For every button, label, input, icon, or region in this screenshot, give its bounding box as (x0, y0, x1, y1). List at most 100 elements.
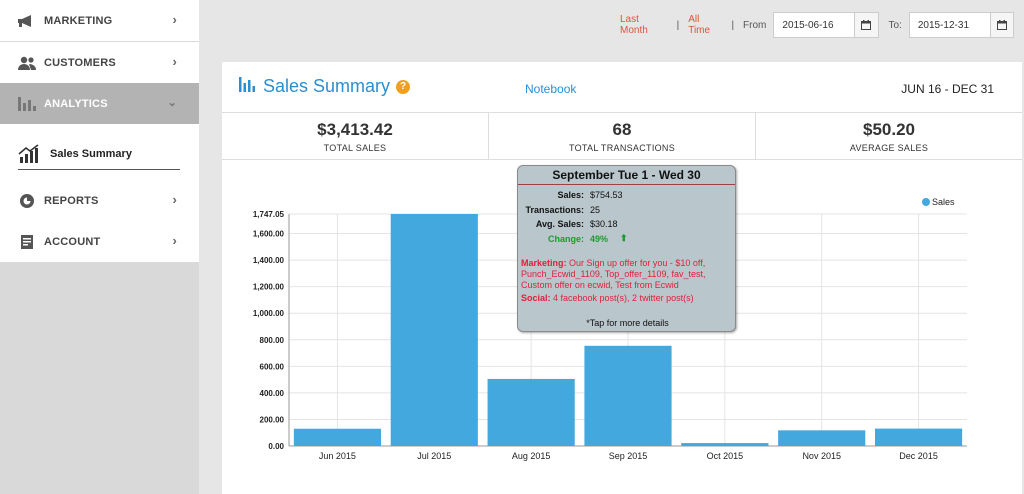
x-tick-label: Nov 2015 (802, 451, 841, 461)
tooltip-key: Avg. Sales: (535, 219, 584, 230)
nav-reports-label: REPORTS (44, 194, 99, 207)
tooltip-row-change: Change: 49% ⬆ (518, 232, 735, 247)
x-tick-label: Dec 2015 (899, 451, 938, 461)
y-tick-label: 200.00 (260, 415, 285, 424)
card-header: Sales Summary ? Notebook JUN 16 - DEC 31 (222, 62, 1022, 112)
y-tick-label: 600.00 (260, 362, 285, 371)
legend-swatch (922, 198, 930, 206)
bar-jun-2015[interactable] (293, 428, 382, 446)
sales-bar-chart: 0.00 200.00 400.00 600.00 800.00 1,000.00 1,20… (253, 197, 967, 461)
nav-analytics[interactable]: ANALYTICS ⌄ (0, 83, 199, 124)
subnav-sales-summary[interactable]: Sales Summary (18, 138, 180, 170)
bar-aug-2015[interactable] (487, 378, 575, 446)
users-icon (16, 55, 38, 71)
nav-marketing-label: MARKETING (44, 14, 113, 27)
tooltip-rows: Sales: $754.53 Transactions: 25 Avg. Sal… (518, 188, 735, 246)
tooltip-value: $754.53 (590, 190, 623, 201)
chevron-right-icon: › (172, 233, 177, 248)
megaphone-icon (16, 13, 38, 29)
tooltip-social: Social: 4 facebook post(s), 2 twitter po… (521, 293, 732, 303)
y-tick-label: 1,000.00 (253, 309, 285, 318)
stat-value: 68 (612, 120, 632, 139)
tooltip-row-avg-sales: Avg. Sales: $30.18 (518, 217, 735, 232)
trend-chart-icon (18, 143, 42, 164)
stat-value: $50.20 (863, 120, 915, 139)
y-tick-label: 1,747.05 (253, 210, 285, 219)
calendar-icon (861, 20, 872, 30)
to-label: To: (888, 19, 902, 31)
y-tick-label: 1,600.00 (253, 230, 285, 239)
x-tick-label: Jun 2015 (319, 451, 356, 461)
stat-label: TOTAL TRANSACTIONS (568, 143, 676, 153)
x-tick-label: Sep 2015 (609, 451, 648, 461)
tooltip-value: $30.18 (590, 219, 618, 230)
y-tick-label: 1,200.00 (253, 283, 285, 292)
chevron-right-icon: › (172, 192, 177, 207)
sidebar: MARKETING › CUSTOMERS › ANALYTICS ⌄ Sale… (0, 0, 199, 494)
notebook-link[interactable]: Notebook (525, 82, 577, 96)
stat-average-sales: $50.20 AVERAGE SALES (756, 113, 1022, 159)
card-title-wrap: Sales Summary ? (239, 76, 411, 97)
date-range: JUN 16 - DEC 31 (901, 82, 994, 96)
calendar-icon (996, 20, 1007, 30)
tooltip-key: Change: (548, 233, 584, 244)
tooltip-value: 25 (590, 204, 601, 215)
stat-label: AVERAGE SALES (849, 143, 929, 153)
stat-value: $3,413.42 (317, 120, 393, 139)
bar-nov-2015[interactable] (778, 430, 866, 446)
x-tick-label: Jul 2015 (417, 451, 451, 461)
x-tick-label: Aug 2015 (512, 451, 551, 461)
tooltip-title: September Tue 1 - Wed 30 (518, 166, 735, 185)
y-tick-label: 1,400.00 (253, 256, 285, 265)
all-time-link[interactable]: All Time (688, 14, 711, 36)
legend-label: Sales (932, 197, 955, 207)
to-calendar-button[interactable] (990, 12, 1014, 38)
date-filter-bar: Last Month | All Time | From To: (620, 11, 1024, 39)
filter-separator: | (731, 19, 735, 31)
chevron-right-icon: › (172, 54, 177, 69)
analytics-subnav: Sales Summary (0, 124, 199, 179)
nav-customers-label: CUSTOMERS (44, 56, 116, 69)
arrow-up-icon: ⬆ (620, 233, 628, 244)
subnav-sales-summary-label: Sales Summary (50, 147, 132, 160)
filter-separator: | (676, 19, 680, 31)
tooltip-key: Transactions: (525, 204, 584, 215)
to-date-input[interactable] (908, 12, 991, 38)
month-tooltip[interactable]: September Tue 1 - Wed 30 Sales: $754.53 … (517, 165, 736, 332)
nav-reports[interactable]: REPORTS › (0, 180, 199, 221)
nav-marketing[interactable]: MARKETING › (0, 0, 199, 41)
nav-analytics-label: ANALYTICS (44, 97, 108, 110)
stat-total-transactions: 68 TOTAL TRANSACTIONS (489, 113, 756, 159)
bar-dec-2015[interactable] (874, 428, 963, 446)
stat-total-sales: $3,413.42 TOTAL SALES (222, 113, 489, 159)
tooltip-key: Sales: (557, 190, 584, 201)
bar-jul-2015[interactable] (390, 214, 478, 446)
chevron-down-icon: ⌄ (167, 97, 177, 109)
stats-row: $3,413.42 TOTAL SALES 68 TOTAL TRANSACTI… (222, 112, 1022, 160)
tooltip-marketing-label: Marketing: (521, 258, 567, 268)
nav-customers[interactable]: CUSTOMERS › (0, 42, 199, 83)
tooltip-value: 49% (590, 233, 609, 244)
tooltip-row-transactions: Transactions: 25 (518, 203, 735, 218)
report-icon (16, 193, 38, 209)
y-tick-label: 0.00 (268, 442, 284, 451)
from-calendar-button[interactable] (855, 12, 879, 38)
tooltip-footer[interactable]: *Tap for more details (586, 318, 669, 328)
tooltip-marketing-text: Our Sign up offer for you - $10 off, Pun… (521, 258, 706, 290)
stat-label: TOTAL SALES (323, 143, 387, 153)
bar-sep-2015[interactable] (584, 345, 672, 446)
help-icon[interactable]: ? (396, 79, 411, 94)
nav-account[interactable]: ACCOUNT › (0, 221, 199, 262)
from-date-input[interactable] (773, 12, 856, 38)
tooltip-social-label: Social: (521, 293, 551, 303)
from-label: From (743, 19, 767, 31)
page-title: Sales Summary (263, 76, 391, 96)
y-tick-label: 400.00 (260, 389, 285, 398)
bar-chart-icon (16, 96, 38, 112)
tooltip-social-text: 4 facebook post(s), 2 twitter post(s) (550, 293, 694, 303)
chevron-right-icon: › (172, 12, 177, 27)
tooltip-marketing: Marketing: Our Sign up offer for you - $… (521, 258, 732, 291)
bar-oct-2015[interactable] (681, 443, 769, 446)
bar-chart-icon (239, 76, 257, 97)
last-month-link[interactable]: Last Month (620, 14, 648, 36)
